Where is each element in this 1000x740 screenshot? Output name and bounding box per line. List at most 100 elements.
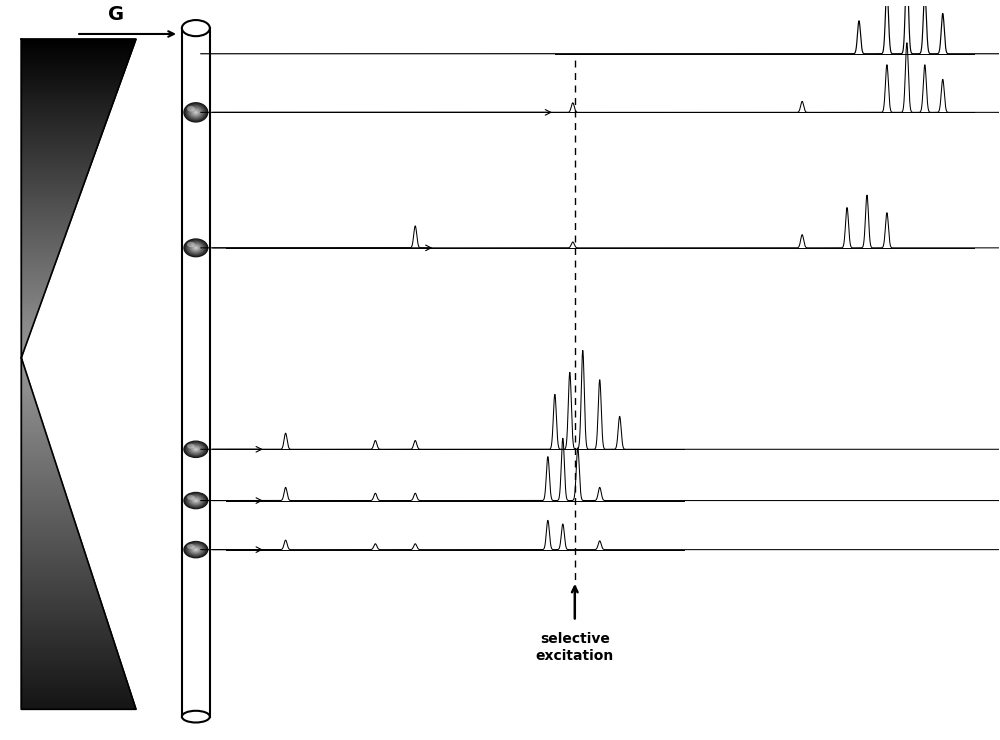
Polygon shape <box>21 354 23 356</box>
Polygon shape <box>21 196 79 198</box>
Polygon shape <box>21 470 59 473</box>
Polygon shape <box>21 524 76 526</box>
Polygon shape <box>21 414 40 417</box>
Polygon shape <box>21 496 67 498</box>
Polygon shape <box>21 550 85 552</box>
Polygon shape <box>21 484 63 487</box>
Polygon shape <box>21 543 82 545</box>
Polygon shape <box>21 152 95 154</box>
Polygon shape <box>21 213 73 215</box>
Ellipse shape <box>194 499 198 502</box>
Ellipse shape <box>186 543 205 556</box>
Polygon shape <box>21 388 32 391</box>
Polygon shape <box>21 64 127 67</box>
Polygon shape <box>21 277 50 279</box>
Polygon shape <box>21 606 103 608</box>
Polygon shape <box>21 209 75 211</box>
Ellipse shape <box>187 106 195 112</box>
Polygon shape <box>21 634 112 636</box>
Polygon shape <box>21 391 33 393</box>
Polygon shape <box>21 428 45 431</box>
Polygon shape <box>21 489 65 491</box>
Polygon shape <box>21 517 74 519</box>
Polygon shape <box>21 322 34 323</box>
Polygon shape <box>21 431 46 433</box>
Polygon shape <box>21 145 98 147</box>
Polygon shape <box>21 154 95 156</box>
Polygon shape <box>21 135 102 137</box>
Polygon shape <box>21 179 86 181</box>
Polygon shape <box>21 226 69 228</box>
Ellipse shape <box>183 440 208 458</box>
Polygon shape <box>21 105 112 107</box>
Polygon shape <box>21 610 105 613</box>
Polygon shape <box>21 132 102 135</box>
Ellipse shape <box>185 240 206 256</box>
Polygon shape <box>21 330 31 332</box>
Ellipse shape <box>190 496 202 505</box>
Ellipse shape <box>193 498 199 502</box>
Polygon shape <box>21 588 97 590</box>
Polygon shape <box>21 230 67 232</box>
Polygon shape <box>21 628 110 630</box>
Ellipse shape <box>189 496 203 505</box>
Polygon shape <box>21 400 36 403</box>
Polygon shape <box>21 245 62 247</box>
Ellipse shape <box>186 494 205 507</box>
Polygon shape <box>21 622 108 625</box>
Polygon shape <box>21 540 82 543</box>
Polygon shape <box>21 447 51 449</box>
Ellipse shape <box>193 447 199 451</box>
Polygon shape <box>21 124 105 127</box>
Ellipse shape <box>187 544 195 549</box>
Polygon shape <box>21 578 94 580</box>
Polygon shape <box>21 512 73 515</box>
Polygon shape <box>21 594 99 596</box>
Polygon shape <box>21 54 131 56</box>
Polygon shape <box>21 585 96 588</box>
Polygon shape <box>21 642 115 644</box>
Polygon shape <box>21 559 88 562</box>
Polygon shape <box>21 147 97 149</box>
Ellipse shape <box>185 542 206 557</box>
Polygon shape <box>21 120 107 122</box>
Polygon shape <box>21 686 129 688</box>
Polygon shape <box>21 222 70 224</box>
Polygon shape <box>21 203 77 205</box>
Polygon shape <box>21 656 119 658</box>
Ellipse shape <box>187 443 204 455</box>
Polygon shape <box>21 449 52 451</box>
Polygon shape <box>21 473 60 475</box>
Polygon shape <box>21 173 88 175</box>
Polygon shape <box>21 81 121 84</box>
Polygon shape <box>21 352 24 354</box>
Ellipse shape <box>187 444 195 448</box>
Polygon shape <box>21 288 47 290</box>
Polygon shape <box>21 456 54 459</box>
Ellipse shape <box>184 239 207 257</box>
Polygon shape <box>21 608 104 610</box>
Ellipse shape <box>185 442 206 457</box>
Ellipse shape <box>195 549 197 551</box>
Polygon shape <box>21 538 81 540</box>
Polygon shape <box>21 92 117 94</box>
Polygon shape <box>21 169 89 171</box>
Polygon shape <box>21 313 37 315</box>
Ellipse shape <box>191 546 201 554</box>
Ellipse shape <box>192 245 200 251</box>
Polygon shape <box>21 397 35 400</box>
Polygon shape <box>21 704 135 707</box>
Polygon shape <box>21 181 85 184</box>
Polygon shape <box>21 347 25 349</box>
Polygon shape <box>21 303 41 305</box>
Polygon shape <box>21 672 125 674</box>
Polygon shape <box>21 334 30 337</box>
Polygon shape <box>21 252 60 254</box>
Ellipse shape <box>195 112 197 113</box>
Polygon shape <box>21 564 89 566</box>
Polygon shape <box>21 283 48 286</box>
Polygon shape <box>21 381 30 383</box>
Polygon shape <box>21 75 123 78</box>
Polygon shape <box>21 137 101 139</box>
Polygon shape <box>21 519 75 522</box>
